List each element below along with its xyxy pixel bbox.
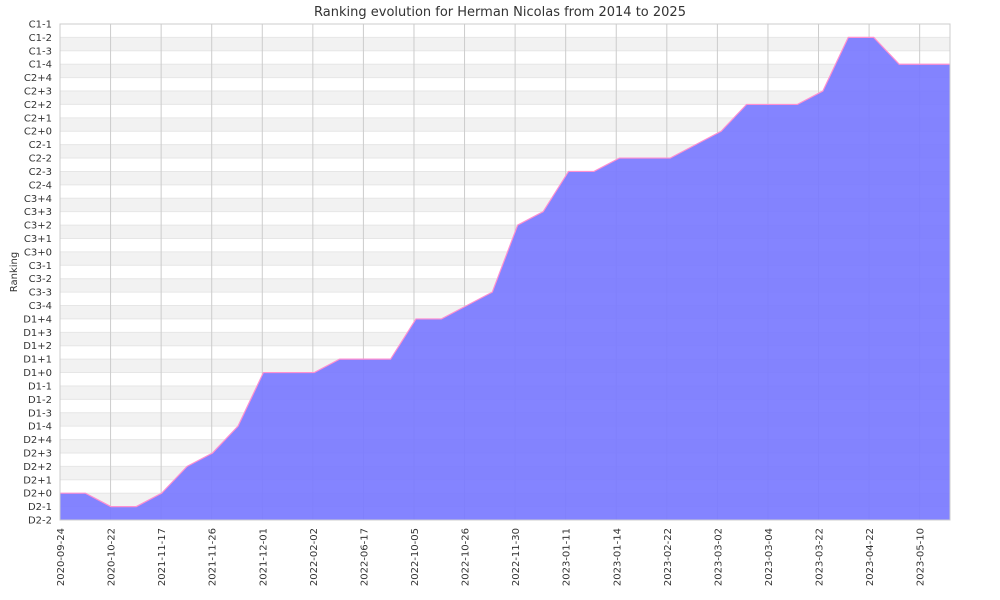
ranking-area-fill	[60, 37, 950, 520]
y-tick-label: D2+2	[23, 462, 52, 473]
y-tick-label: C1-4	[29, 60, 52, 71]
x-tick-label: 2023-03-02	[713, 528, 724, 586]
y-tick-label: C1-1	[29, 20, 52, 31]
y-tick-label: D2+3	[23, 448, 52, 459]
x-tick-label: 2020-10-22	[107, 528, 118, 586]
x-tick-label: 2022-10-26	[461, 528, 472, 586]
y-tick-label: C2-3	[29, 167, 52, 178]
grid-band	[60, 64, 950, 78]
chart-title: Ranking evolution for Herman Nicolas fro…	[314, 5, 686, 20]
y-tick-label: C3+1	[24, 234, 52, 245]
x-tick-label: 2022-02-02	[309, 528, 320, 586]
y-tick-label: D2+1	[23, 475, 52, 486]
y-tick-label: C3-3	[29, 288, 52, 299]
y-tick-label: D1+2	[23, 341, 52, 352]
y-tick-label: D1-3	[28, 408, 52, 419]
x-tick-label: 2020-09-24	[56, 528, 67, 586]
x-tick-label: 2023-01-14	[612, 528, 623, 586]
y-tick-label: C3-2	[29, 274, 52, 285]
y-tick-label: C2+1	[24, 113, 52, 124]
x-tick-label: 2023-03-22	[815, 528, 826, 586]
y-tick-label: D2-2	[28, 516, 52, 527]
y-tick-label: C2-1	[29, 140, 52, 151]
x-tick-label: 2021-12-01	[258, 528, 269, 586]
x-tick-label: 2023-03-04	[764, 528, 775, 586]
y-tick-label: D1-1	[28, 381, 52, 392]
y-tick-label: C2+2	[24, 100, 52, 111]
y-tick-label: D1+4	[23, 314, 52, 325]
x-tick-label: 2023-04-22	[865, 528, 876, 586]
y-tick-label: D1+1	[23, 355, 52, 366]
y-tick-labels: D2-2 D2-1 D2+0 D2+1 D2+2 D2+3 D2+4 D1-4 D1-3 D1-2…	[23, 20, 52, 527]
x-tick-label: 2021-11-17	[157, 528, 168, 586]
x-tick-label: 2022-06-17	[359, 528, 370, 586]
y-tick-label: D1+0	[23, 368, 52, 379]
y-tick-label: D1-2	[28, 395, 52, 406]
y-tick-label: C1-3	[29, 46, 52, 57]
y-tick-label: C2+4	[24, 73, 52, 84]
ranking-line	[60, 36, 950, 508]
y-tick-label: C3+0	[24, 247, 52, 258]
x-tick-label: 2023-01-11	[562, 528, 573, 586]
y-tick-label: C3-4	[29, 301, 52, 312]
x-tick-label: 2023-05-10	[916, 528, 927, 586]
y-tick-label: C2-2	[29, 154, 52, 165]
y-tick-label: D2+4	[23, 435, 52, 446]
y-tick-label: D1+3	[23, 328, 52, 339]
y-tick-label: D2-1	[28, 502, 52, 513]
y-tick-label: C3-1	[29, 261, 52, 272]
x-tick-label: 2022-10-05	[410, 528, 421, 586]
ranking-area	[60, 36, 950, 520]
y-tick-label: D2+0	[23, 489, 52, 500]
y-tick-label: C3+3	[24, 207, 52, 218]
y-tick-label: C1-2	[29, 33, 52, 44]
y-tick-label: C2+3	[24, 87, 52, 98]
x-tick-label: 2021-11-26	[208, 528, 219, 586]
y-tick-label: C3+2	[24, 221, 52, 232]
y-tick-label: D1-4	[28, 422, 52, 433]
x-tick-label: 2023-02-22	[663, 528, 674, 586]
grid-band	[60, 37, 950, 51]
y-axis-label: Ranking	[9, 252, 20, 292]
y-tick-label: C3+4	[24, 194, 52, 205]
y-tick-label: C2+0	[24, 127, 52, 138]
grid-band	[60, 91, 950, 105]
x-tick-label: 2022-11-30	[511, 528, 522, 586]
y-tick-label: C2-4	[29, 180, 52, 191]
plot-frame	[59, 23, 951, 521]
x-tick-labels: 2020-09-24 2020-10-22 2021-11-17 2021-11-26…	[56, 528, 927, 586]
